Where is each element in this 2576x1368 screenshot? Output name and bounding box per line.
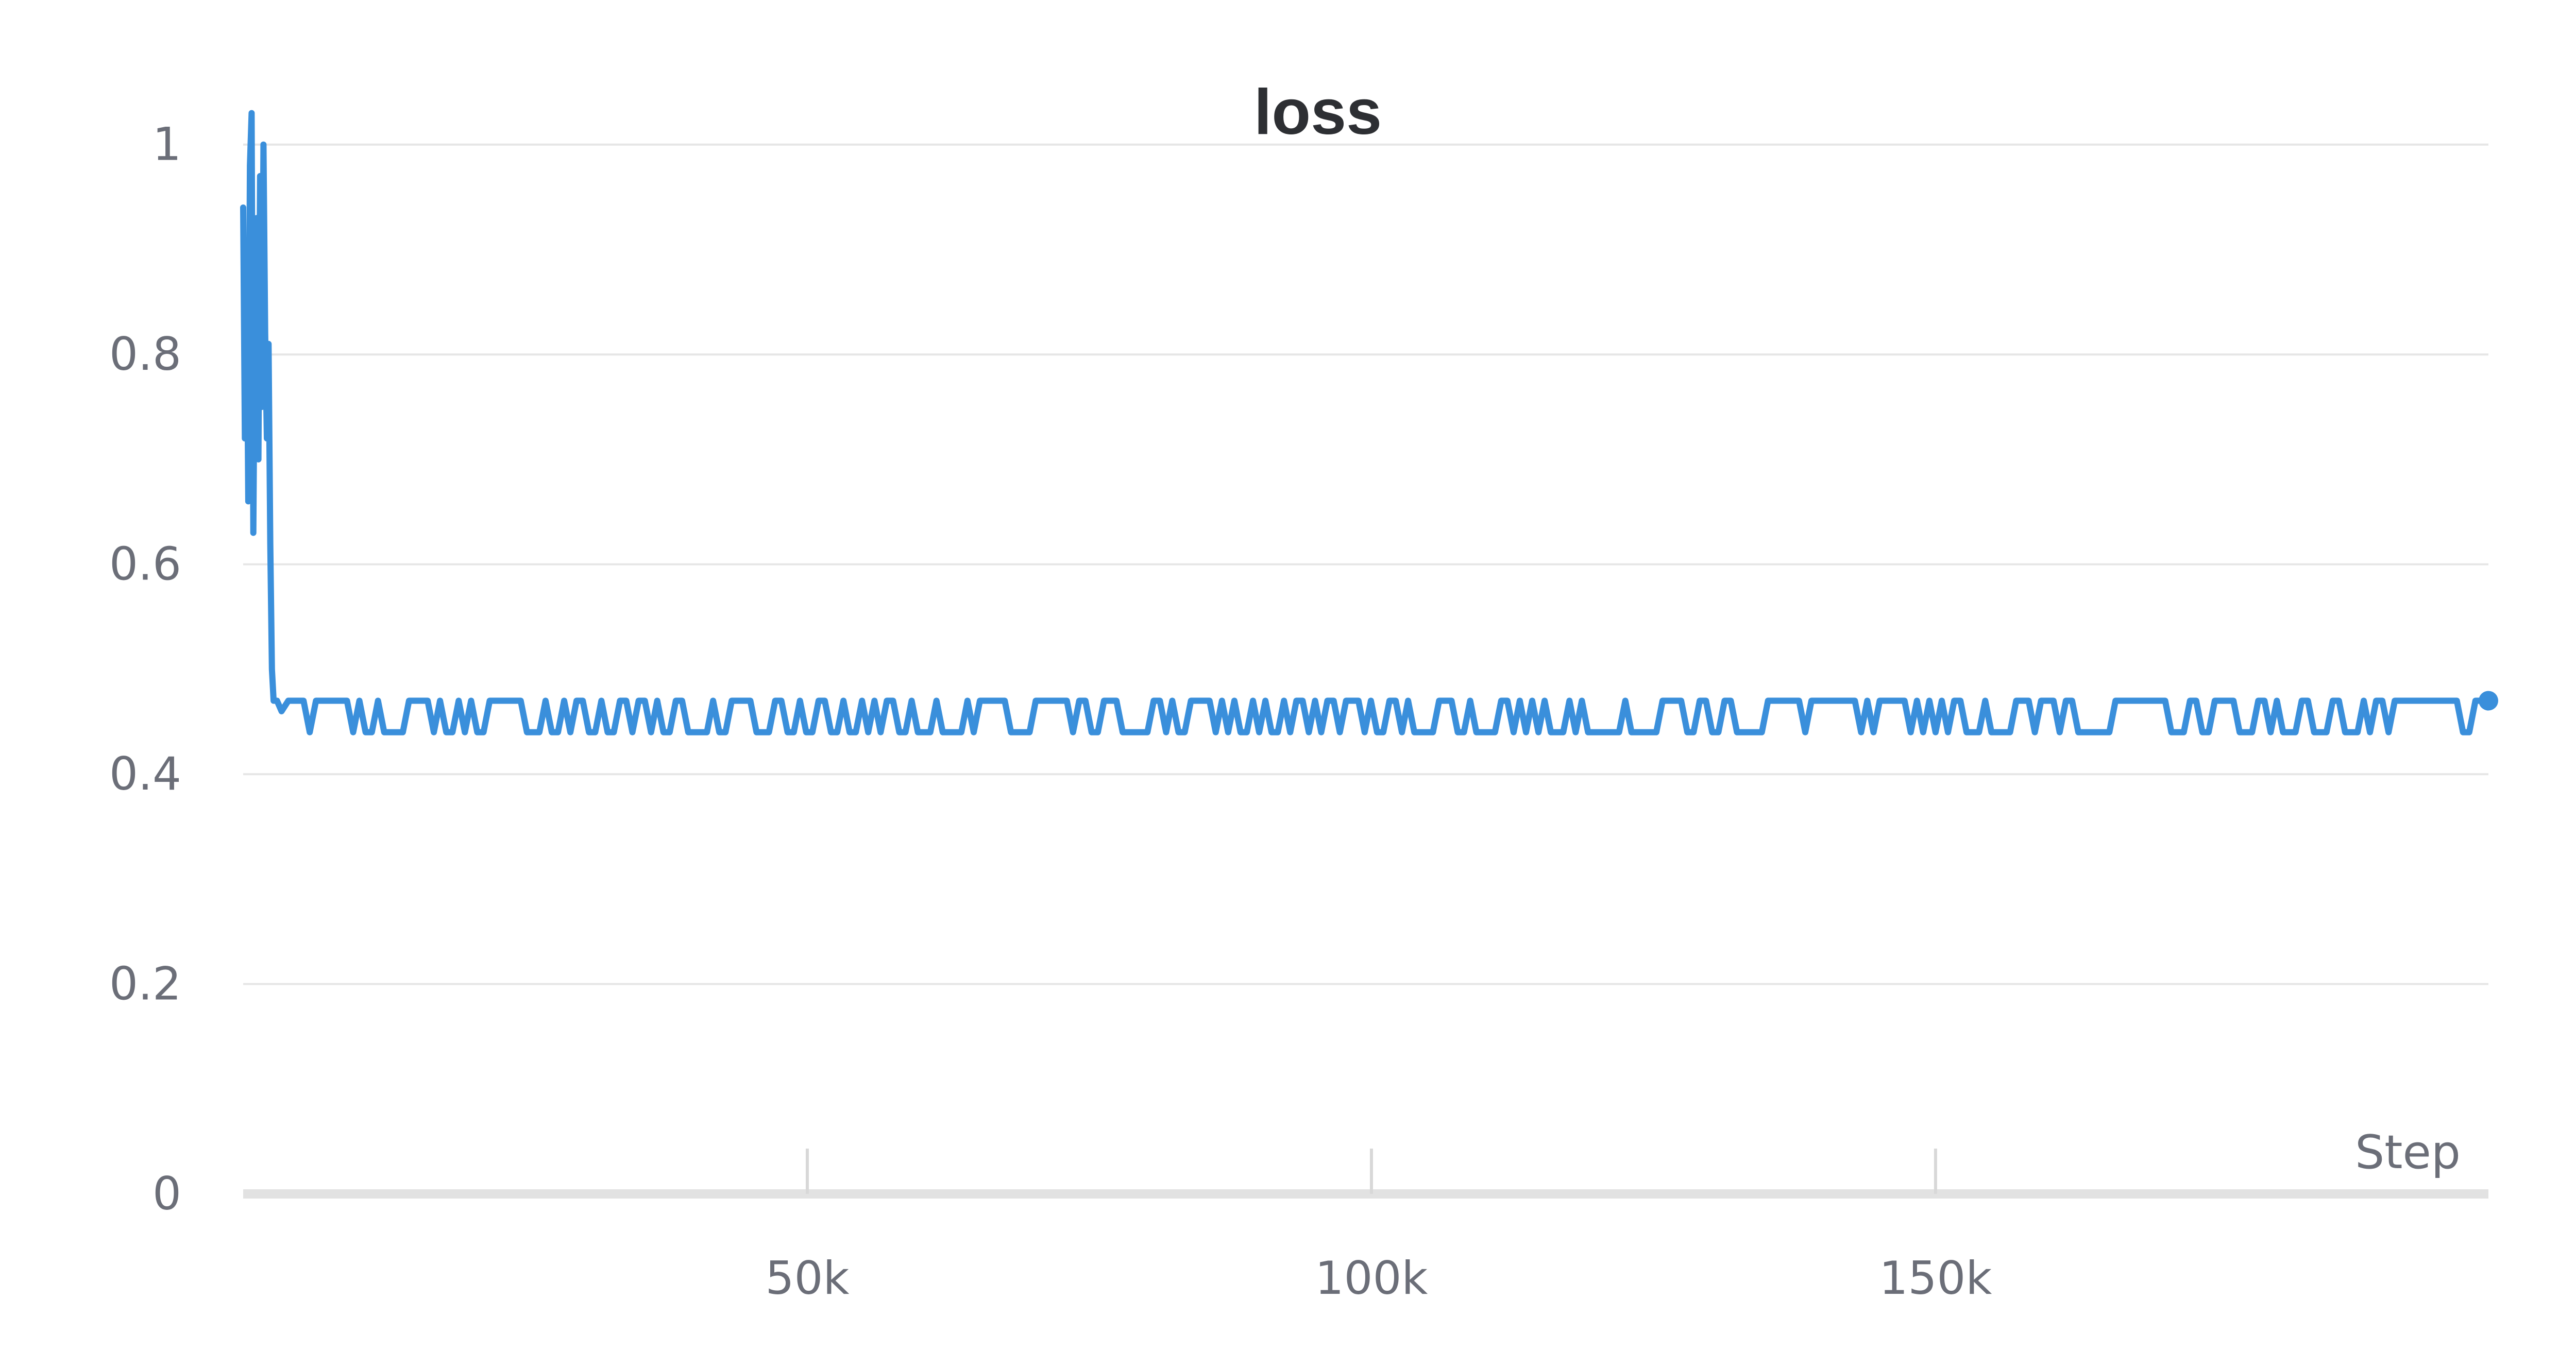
y-axis-tick-labels: 0 0.2 0.4 0.6 0.8 1 [109, 118, 181, 1220]
x-tick-label: 50k [766, 1252, 850, 1305]
y-tick-label: 0 [152, 1167, 181, 1220]
grid-lines [243, 143, 2488, 985]
y-tick-label: 0.6 [109, 538, 181, 591]
x-tick-label: 150k [1879, 1252, 1992, 1305]
y-tick-label: 0.8 [109, 328, 181, 381]
y-tick-label: 0.4 [109, 747, 181, 800]
x-axis [243, 1149, 2488, 1199]
loss-series-line [240, 110, 2492, 736]
x-axis-label: Step [2355, 1125, 2461, 1179]
last-point-marker [2479, 691, 2498, 711]
y-tick-label: 1 [152, 118, 181, 171]
x-axis-tick-labels: 50k 100k 150k [766, 1252, 1992, 1305]
chart-title: loss [1254, 77, 1382, 148]
x-tick-label: 100k [1315, 1252, 1428, 1305]
series-layer [240, 110, 2498, 736]
y-tick-label: 0.2 [109, 957, 181, 1011]
